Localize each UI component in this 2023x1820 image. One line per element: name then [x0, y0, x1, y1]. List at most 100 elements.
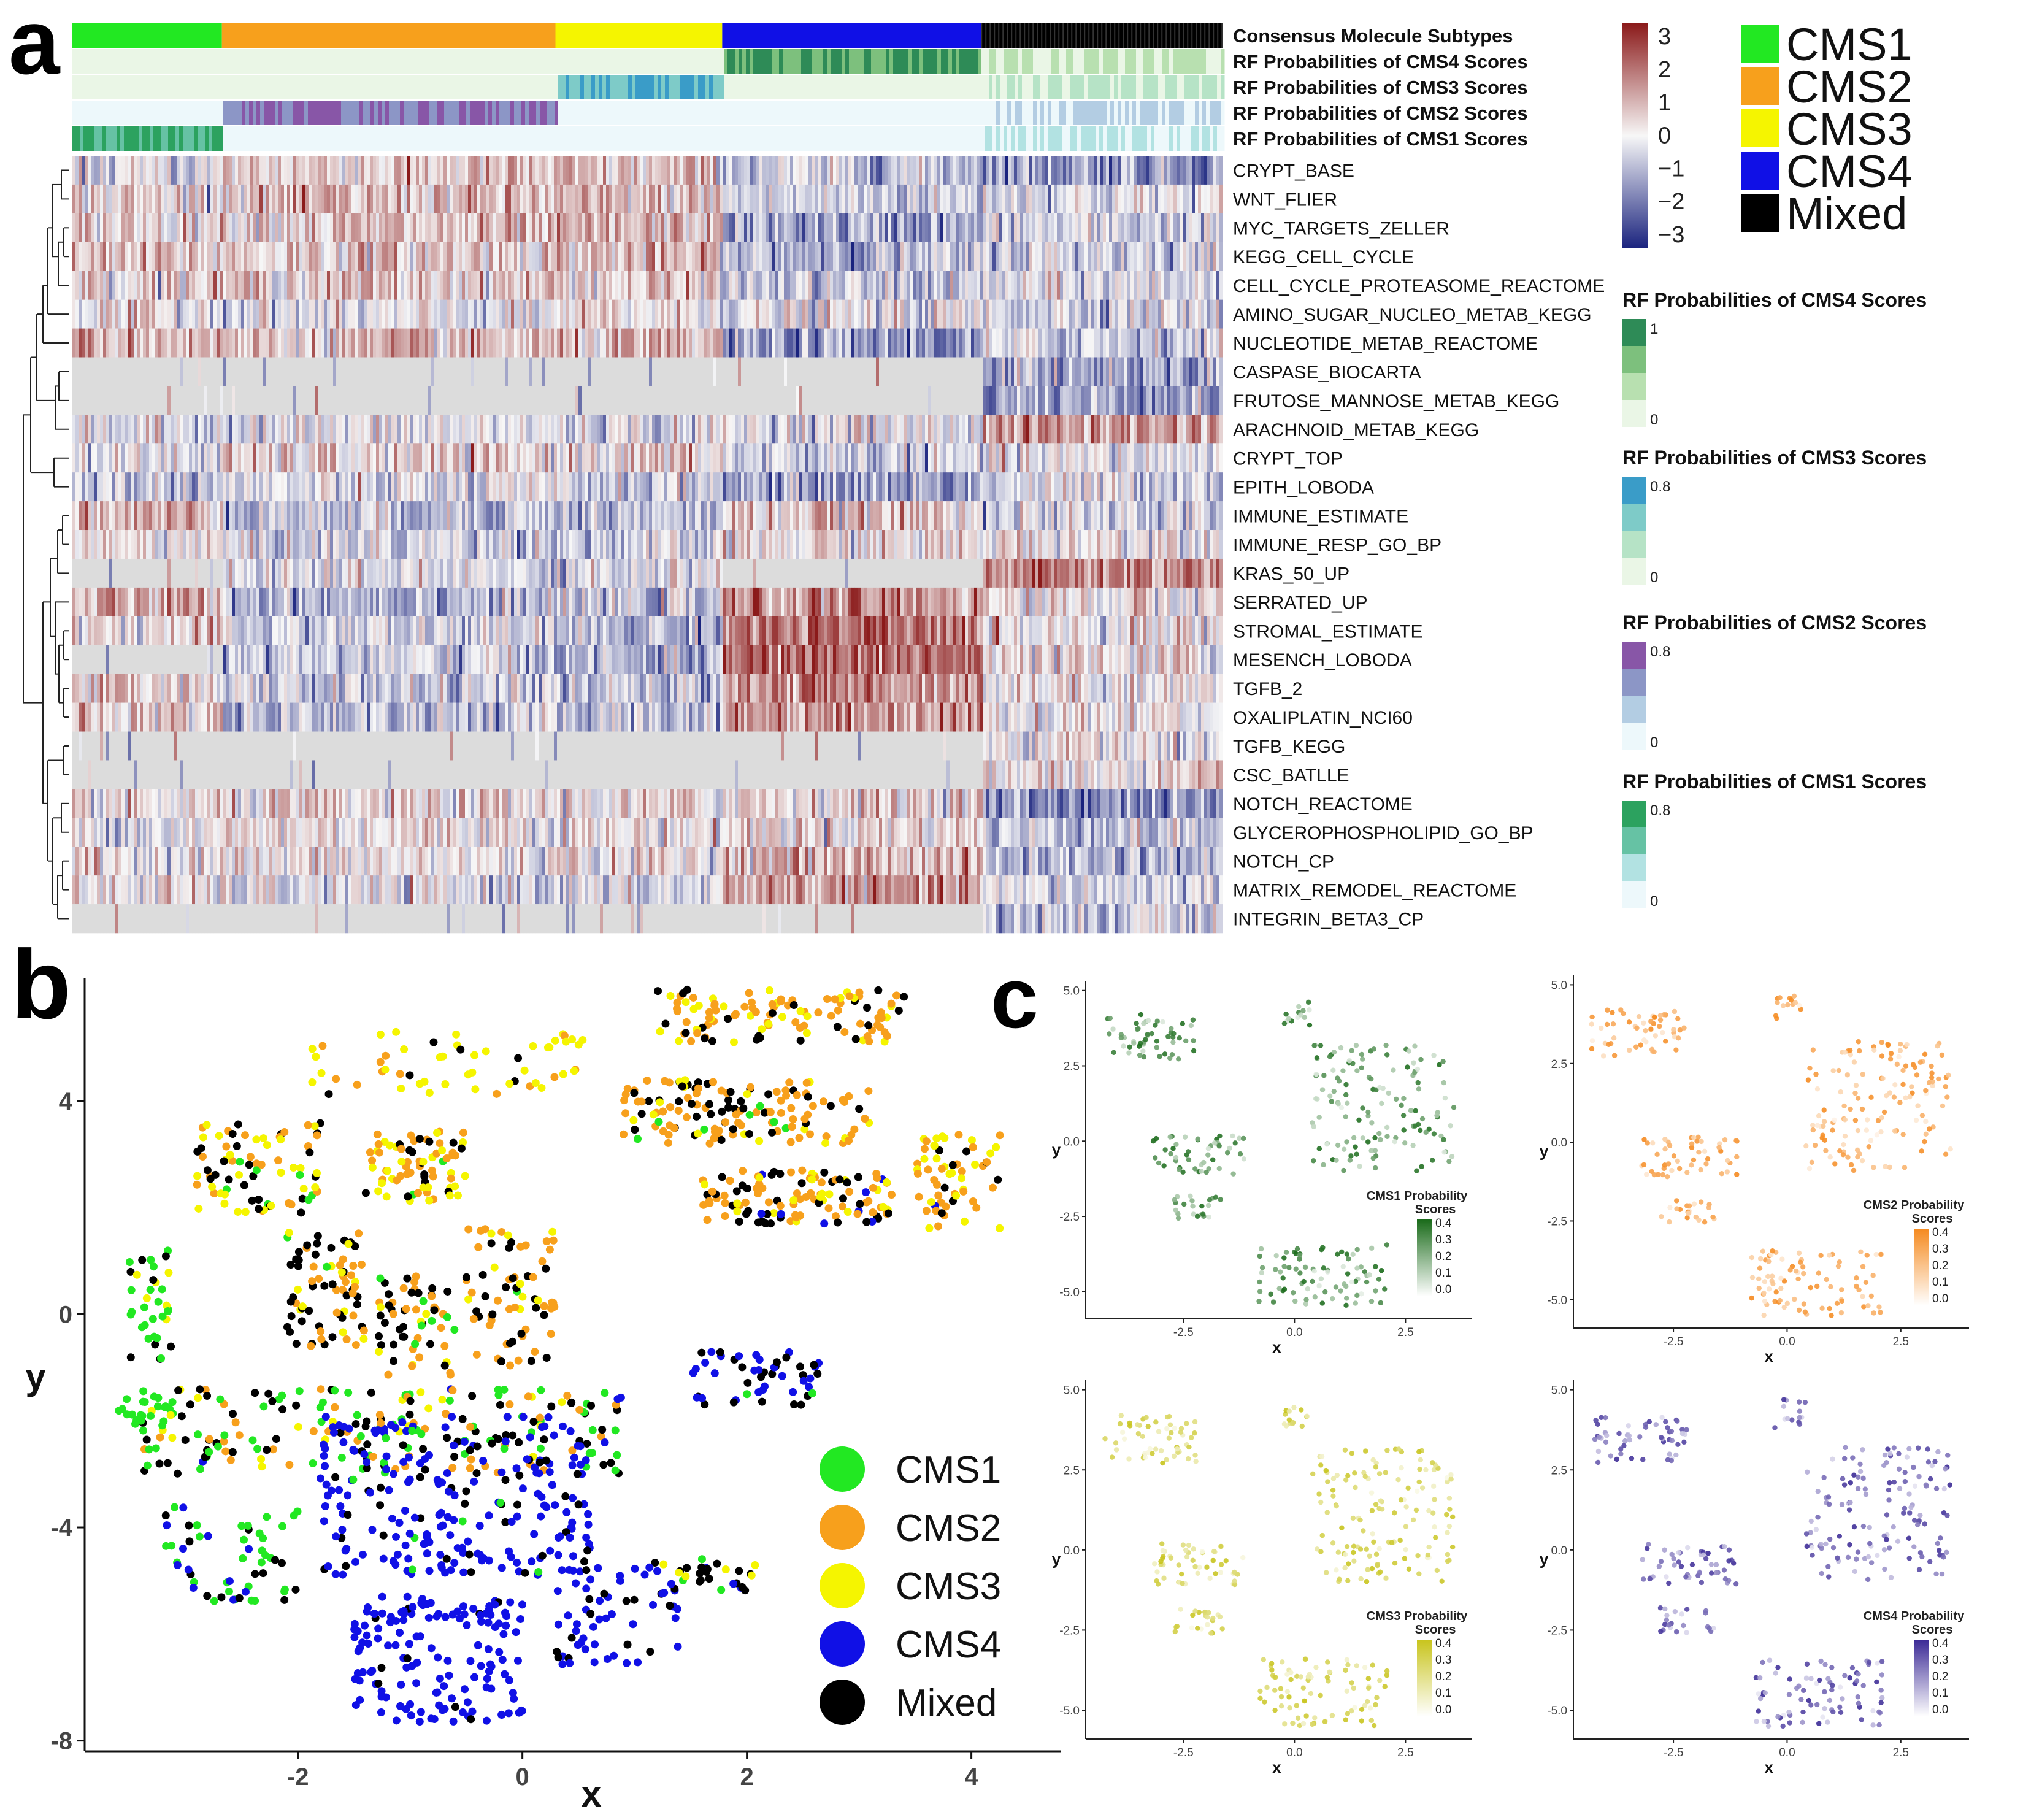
probability-bar-cell [433, 49, 437, 74]
probability-bar-cell [694, 101, 699, 125]
heatmap-cell [419, 328, 423, 358]
probability-bar-cell [481, 49, 485, 74]
heatmap-cell [198, 328, 202, 358]
heatmap-cell [253, 271, 257, 300]
heatmap-cell [1164, 184, 1168, 214]
heatmap-cell [94, 184, 98, 214]
probability-bar-cell [658, 75, 662, 99]
heatmap-cell [75, 386, 79, 415]
heatmap-cell [278, 415, 282, 444]
heatmap-cell [1210, 213, 1214, 243]
heatmap-row-nucleotide_metab_reactome [72, 328, 1223, 358]
probability-bar-cell [1007, 126, 1012, 151]
heatmap-cell [339, 299, 343, 329]
probability-bar-cell [1213, 126, 1218, 151]
heatmap-cell [321, 328, 324, 358]
heatmap-cell [247, 299, 251, 329]
heatmap-cell [1017, 299, 1021, 329]
probability-bar-cell [1125, 75, 1129, 99]
probability-bar-cell [978, 49, 982, 74]
heatmap-cell [640, 357, 643, 386]
heatmap-cell [529, 184, 533, 214]
heatmap-cell [128, 328, 131, 358]
subtype-bar-stripe [1037, 23, 1038, 48]
heatmap-cell [217, 271, 220, 300]
heatmap-cell [131, 156, 134, 185]
heatmap-cell [1057, 184, 1061, 214]
subtype-bar-stripe [1114, 23, 1116, 48]
heatmap-cell [723, 184, 726, 214]
heatmap-cell [575, 156, 579, 185]
heatmap-cell [471, 156, 475, 185]
heatmap-cell [158, 184, 162, 214]
heatmap-cell [790, 299, 794, 329]
probability-bar-cell [234, 101, 239, 125]
heatmap-cell [634, 357, 637, 386]
probability-bar-cell [794, 101, 798, 125]
heatmap-cell [710, 386, 714, 415]
heatmap-cell [131, 328, 134, 358]
heatmap-cell [1219, 213, 1223, 243]
heatmap-cell [106, 271, 110, 300]
probability-bar-cell [463, 126, 467, 151]
heatmap-cell [367, 357, 370, 386]
probability-bar-cell [492, 49, 496, 74]
heatmap-cell [477, 184, 481, 214]
heatmap-cell [618, 242, 622, 272]
probability-bar-cell [245, 49, 250, 74]
probability-bar-cell [650, 126, 654, 151]
heatmap-cell [376, 357, 380, 386]
heatmap-cell [266, 242, 269, 272]
heatmap-cell [1216, 386, 1220, 415]
heatmap-cell [882, 357, 886, 386]
probability-bar-cell [797, 101, 802, 125]
heatmap-cell [854, 242, 858, 272]
probability-bar-cell [396, 126, 401, 151]
heatmap-cell [284, 242, 288, 272]
probability-bar-cell [654, 101, 658, 125]
heatmap-cell [137, 328, 140, 358]
heatmap-cell [263, 357, 266, 386]
heatmap-cell [397, 156, 401, 185]
probability-bar-cell [1121, 126, 1126, 151]
probability-bar-cell [588, 49, 592, 74]
heatmap-cell [195, 213, 199, 243]
heatmap-cell [634, 299, 637, 329]
subtype-bar-stripe [1084, 23, 1086, 48]
heatmap-cell [1121, 357, 1125, 386]
heatmap-cell [1201, 299, 1205, 329]
heatmap-cell [204, 357, 208, 386]
heatmap-cell [670, 184, 674, 214]
heatmap-cell [1060, 213, 1064, 243]
probability-bar-cell [886, 75, 890, 99]
heatmap-cell [1038, 299, 1042, 329]
heatmap-cell [928, 299, 932, 329]
heatmap-cell [223, 328, 226, 358]
heatmap-cell [1023, 299, 1027, 329]
heatmap-cell [726, 328, 729, 358]
heatmap-cell [1088, 386, 1091, 415]
probability-bar-cell [1129, 49, 1133, 74]
heatmap-cell [870, 213, 873, 243]
heatmap-cell [134, 271, 137, 300]
heatmap-cell [631, 271, 634, 300]
heatmap-cell [259, 386, 263, 415]
heatmap-cell [235, 386, 239, 415]
heatmap-cell [351, 299, 355, 329]
heatmap-cell [891, 213, 895, 243]
heatmap-cell [302, 386, 306, 415]
heatmap-cell [293, 271, 297, 300]
heatmap-row-caspase_biocarta [72, 357, 1223, 386]
heatmap-cell [443, 386, 447, 415]
heatmap-cell [1008, 328, 1012, 358]
heatmap-cell [812, 299, 815, 329]
heatmap-cell [594, 213, 597, 243]
heatmap-cell [428, 271, 432, 300]
heatmap-cell [348, 328, 352, 358]
heatmap-cell [729, 184, 732, 214]
probability-bar-cell [459, 75, 463, 99]
probability-bar-cell [1092, 126, 1096, 151]
heatmap-cell [410, 213, 413, 243]
heatmap-cell [483, 242, 487, 272]
heatmap-cell [827, 386, 831, 415]
